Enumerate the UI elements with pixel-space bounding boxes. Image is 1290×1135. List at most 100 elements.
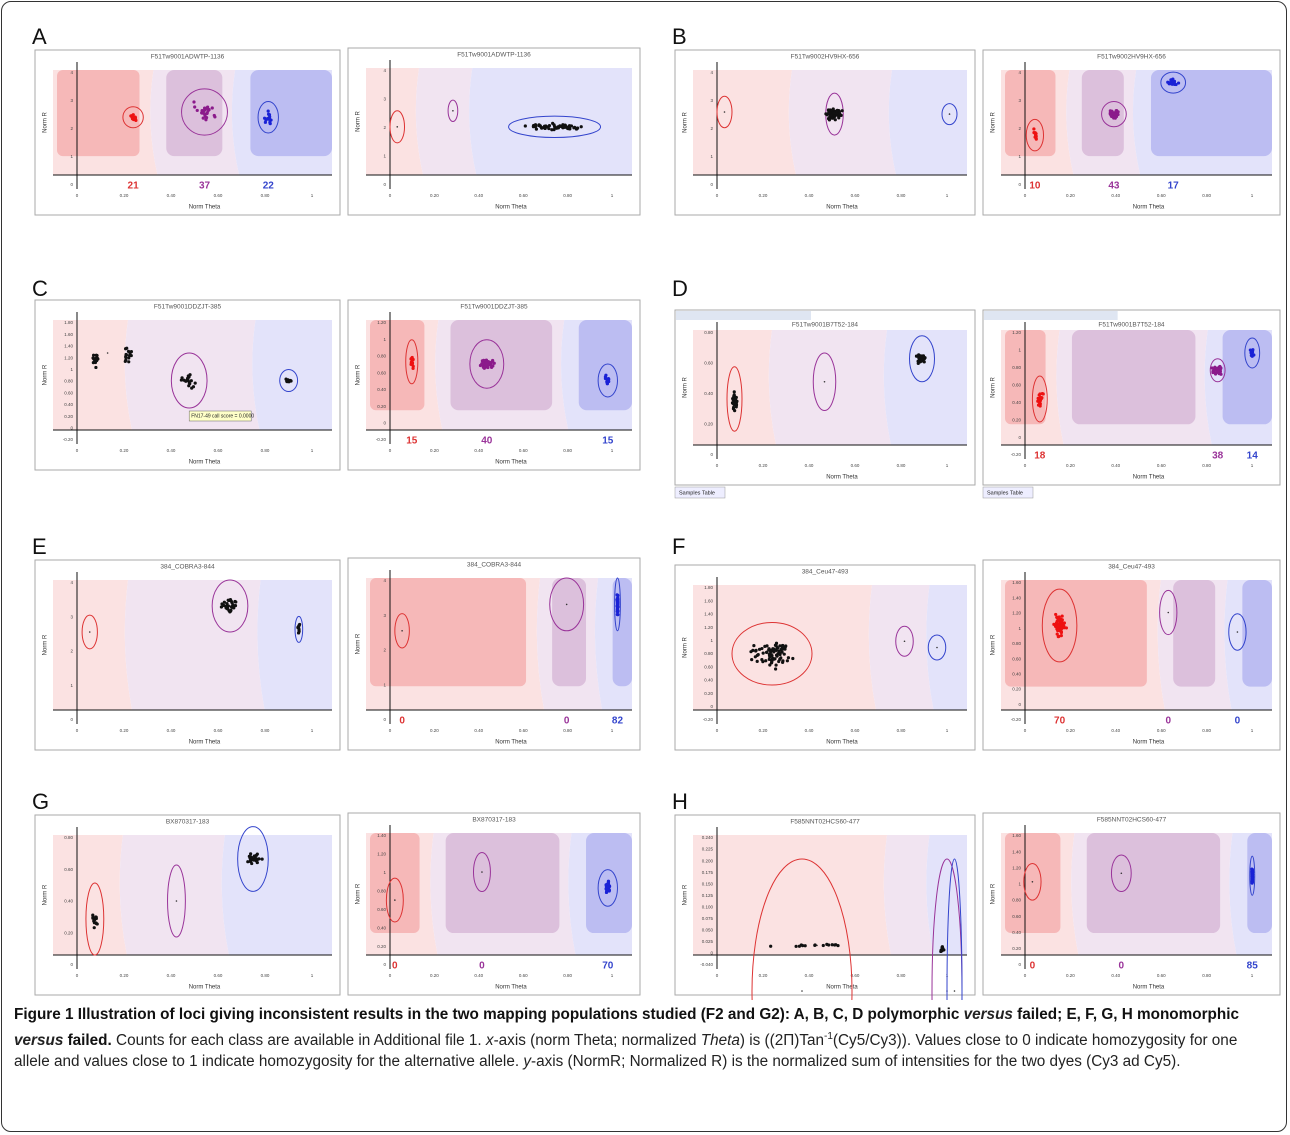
- sample-point: [774, 663, 777, 666]
- cluster-center: [481, 871, 483, 873]
- genotype-count: 0: [399, 716, 405, 727]
- sample-point: [222, 604, 225, 607]
- y-tick-label: 0.60: [64, 390, 73, 395]
- sample-point: [778, 658, 781, 661]
- x-axis-title: Norm Theta: [1133, 740, 1165, 746]
- x-tick-label: 0.20: [759, 463, 768, 468]
- y-tick-label: 0.80: [1012, 898, 1021, 903]
- sample-point: [1061, 618, 1064, 621]
- sample-point: [1038, 392, 1041, 395]
- sample-point: [555, 127, 558, 130]
- sample-point: [229, 609, 232, 612]
- sample-point: [1251, 348, 1254, 351]
- cluster-center: [724, 111, 726, 113]
- sample-point: [1060, 631, 1063, 634]
- sample-point: [768, 663, 771, 666]
- plot-title: 384_Ceu47-493: [802, 569, 849, 576]
- y-axis-title: Norm R: [43, 884, 49, 905]
- region-aa: [693, 330, 776, 445]
- x-tick-label: 0.40: [167, 448, 176, 453]
- sample-point: [231, 603, 234, 606]
- panel-letter: C: [32, 276, 48, 301]
- sample-point: [485, 359, 488, 362]
- sample-point: [268, 113, 271, 116]
- sample-point: [616, 601, 619, 604]
- caption-segment: ) is ((2Π)Tan: [740, 1032, 824, 1049]
- x-tick-label: 0.60: [214, 193, 223, 198]
- x-tick-label: 0.80: [1202, 728, 1211, 733]
- sample-point: [778, 653, 781, 656]
- cluster-center: [566, 604, 568, 606]
- sample-point: [545, 125, 548, 128]
- x-tick-label: 0.20: [759, 193, 768, 198]
- y-tick-label: 1.60: [1012, 833, 1021, 838]
- cluster-center: [824, 381, 826, 383]
- plot: F51Tw9002HV9HX-6560123400.200.400.600.80…: [983, 50, 1280, 215]
- region-bb: [257, 580, 332, 710]
- caption-segment: versus: [964, 1006, 1013, 1023]
- y-tick-label: 0.025: [702, 939, 714, 944]
- x-tick-label: 0.60: [1157, 463, 1166, 468]
- sample-point: [831, 943, 834, 946]
- x-tick-label: 0.80: [1202, 463, 1211, 468]
- x-tick-label: 0.40: [1111, 193, 1120, 198]
- sample-point: [576, 127, 579, 130]
- x-tick-label: 0.40: [805, 463, 814, 468]
- x-tick-label: 0.40: [474, 973, 483, 978]
- plot-title: F51Tw9002HV9HX-656: [1097, 54, 1166, 61]
- x-tick-label: 0.60: [519, 193, 528, 198]
- sample-point: [1117, 110, 1120, 113]
- caption-segment: failed; E, F, G, H monomorphic: [1013, 1006, 1239, 1023]
- sample-point: [804, 944, 807, 947]
- cluster-center: [1121, 872, 1123, 874]
- x-axis-title: Norm Theta: [1133, 475, 1165, 481]
- genotype-count: 85: [1247, 961, 1259, 972]
- sample-point: [205, 116, 208, 119]
- plot: F585NNT02HCS60-477-0.04000.0250.0500.075…: [675, 815, 975, 1000]
- sample-point: [268, 121, 271, 124]
- sample-point: [763, 645, 766, 648]
- genotype-count: 0: [1119, 961, 1125, 972]
- genotype-count: 0: [479, 961, 485, 972]
- panel-letter: A: [32, 24, 47, 49]
- sample-point: [787, 656, 790, 659]
- x-tick-label: 0.80: [1202, 193, 1211, 198]
- toolbar: [676, 311, 811, 320]
- sample-point: [774, 667, 777, 670]
- sample-point: [92, 356, 95, 359]
- sample-point: [832, 107, 835, 110]
- plot-title: F51Tw9001ADWTP-1136: [151, 54, 225, 61]
- region-aa: [693, 835, 891, 955]
- plot-title: BX870317-183: [166, 819, 210, 826]
- y-tick-label: -0.20: [376, 437, 387, 442]
- sample-point: [1251, 870, 1254, 873]
- x-tick-label: 0.60: [1157, 973, 1166, 978]
- genotype-count: 0: [1165, 716, 1171, 727]
- caption-segment: -1: [824, 1031, 833, 1042]
- sample-point: [1218, 372, 1221, 375]
- y-tick-label: 0.40: [64, 402, 73, 407]
- sample-point: [757, 653, 760, 656]
- x-tick-label: 0.80: [563, 193, 572, 198]
- y-tick-label: 1.20: [377, 320, 386, 325]
- cluster-center: [1237, 631, 1239, 633]
- sample-point: [760, 658, 763, 661]
- core-bb: [1242, 580, 1272, 687]
- sample-point: [193, 105, 196, 108]
- y-tick-label: 0.200: [702, 858, 714, 863]
- x-tick-label: 0.60: [851, 463, 860, 468]
- plot: F51Tw9001B7T52-18400.200.400.600.8000.20…: [675, 310, 975, 498]
- sample-point: [537, 124, 540, 127]
- x-tick-label: 0.80: [563, 448, 572, 453]
- y-tick-label: 0.20: [704, 422, 713, 427]
- sample-point: [1057, 619, 1060, 622]
- figure: AF51Tw9001ADWTP-11360123400.200.400.600.…: [0, 0, 1290, 1000]
- x-tick-label: 0.40: [474, 193, 483, 198]
- genotype-count: 0: [1030, 961, 1036, 972]
- sample-point: [410, 362, 413, 365]
- plot: F51Tw9001DDZJT-385-0.2000.200.400.600.80…: [348, 300, 640, 470]
- sample-point: [211, 106, 214, 109]
- sample-point: [94, 915, 97, 918]
- toolbar: [984, 311, 1118, 320]
- core-ab: [166, 70, 222, 156]
